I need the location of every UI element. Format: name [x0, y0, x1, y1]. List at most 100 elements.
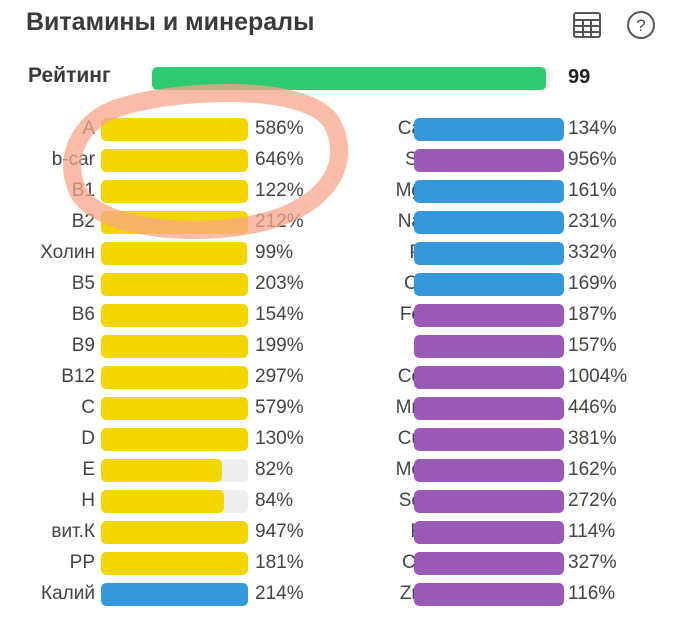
vitamin-bar — [101, 583, 248, 606]
vitamin-row-b1: B1 122% — [0, 177, 320, 208]
mineral-bar-fill — [414, 211, 564, 234]
rating-value: 99 — [568, 66, 591, 88]
vitamin-value: 646% — [255, 149, 304, 170]
vitamin-label: A — [82, 118, 95, 139]
mineral-value: 332% — [568, 242, 617, 263]
mineral-bar-fill — [414, 242, 564, 265]
mineral-value: 187% — [568, 304, 617, 325]
vitamin-row-b-car: b-car 646% — [0, 146, 320, 177]
mineral-bar-fill — [414, 118, 564, 141]
vitamin-row-pp: PP 181% — [0, 549, 320, 580]
vitamin-label: E — [82, 459, 95, 480]
vitamin-value: 122% — [255, 180, 304, 201]
vitamin-bar-fill — [101, 552, 248, 575]
mineral-value: 272% — [568, 490, 617, 511]
mineral-value: 134% — [568, 118, 617, 139]
mineral-row-f: F114% — [332, 518, 652, 549]
mineral-bar — [414, 397, 564, 420]
vitamin-value: 212% — [255, 211, 304, 232]
vitamin-value: 84% — [255, 490, 294, 511]
mineral-bar-fill — [414, 459, 564, 482]
vitamin-row-a: A 586% — [0, 115, 320, 146]
vitamin-bar-fill — [101, 118, 248, 141]
svg-text:?: ? — [636, 16, 645, 35]
mineral-bar-fill — [414, 335, 564, 358]
mineral-value: 161% — [568, 180, 617, 201]
vitamin-value: 99% — [255, 242, 294, 263]
mineral-value: 1004% — [568, 366, 628, 387]
mineral-row-zn: Zn 116% — [332, 580, 652, 611]
vitamin-bar-fill — [101, 459, 222, 482]
vitamin-value: 214% — [255, 583, 304, 604]
vitamin-value: 203% — [255, 273, 304, 294]
mineral-row-p: P332% — [332, 239, 652, 270]
vitamin-bar — [101, 273, 248, 296]
vitamin-value: 82% — [255, 459, 294, 480]
table-icon[interactable] — [572, 10, 602, 40]
vitamin-label: Калий — [41, 583, 95, 604]
vitamin-value: 586% — [255, 118, 304, 139]
vitamin-value: 297% — [255, 366, 304, 387]
mineral-bar — [414, 335, 564, 358]
rating-label: Рейтинг — [28, 64, 111, 87]
vitamin-label: B6 — [71, 304, 95, 325]
mineral-row-cr: Cr 327% — [332, 549, 652, 580]
vitamin-bar — [101, 397, 248, 420]
mineral-row-si: Si956% — [332, 146, 652, 177]
mineral-value: 157% — [568, 335, 617, 356]
vitamin-value: 947% — [255, 521, 304, 542]
vitamin-bar — [101, 552, 248, 575]
vitamin-label: B12 — [61, 366, 95, 387]
mineral-bar — [414, 273, 564, 296]
mineral-row-se: Se 272% — [332, 487, 652, 518]
mineral-bar-fill — [414, 149, 564, 172]
vitamin-label: Холин — [40, 242, 95, 263]
mineral-row-na: Na 231% — [332, 208, 652, 239]
mineral-value: 231% — [568, 211, 617, 232]
vitamin-bar-fill — [101, 149, 248, 172]
minerals-list: Ca134%Si956%Mg161%Na231%P332%Cl169%Fe187… — [332, 115, 652, 611]
vitamin-value: 130% — [255, 428, 304, 449]
vitamin-label: B1 — [71, 180, 95, 201]
vitamin-bar — [101, 211, 248, 234]
vitamin-bar — [101, 180, 248, 203]
vitamin-bar-fill — [101, 428, 248, 451]
mineral-bar-fill — [414, 521, 564, 544]
vitamin-bar — [101, 490, 248, 513]
rating-bar — [152, 67, 550, 90]
vitamin-row-b6: B6 154% — [0, 301, 320, 332]
vitamin-value: 199% — [255, 335, 304, 356]
mineral-bar — [414, 521, 564, 544]
mineral-bar — [414, 211, 564, 234]
vitamin-bar — [101, 459, 248, 482]
vitamin-bar-fill — [101, 304, 248, 327]
mineral-bar — [414, 583, 564, 606]
mineral-bar-fill — [414, 428, 564, 451]
mineral-row-co: Co 1004% — [332, 363, 652, 394]
vitamin-bar-fill — [101, 180, 248, 203]
mineral-bar-fill — [414, 180, 564, 203]
vitamin-bar — [101, 242, 248, 265]
mineral-bar-fill — [414, 583, 564, 606]
vitamin-label: H — [81, 490, 95, 511]
vitamin-row-h: H 84% — [0, 487, 320, 518]
mineral-bar-fill — [414, 397, 564, 420]
vitamin-label: b-car — [51, 149, 95, 170]
vitamin-label: B5 — [71, 273, 95, 294]
vitamin-bar — [101, 118, 248, 141]
vitamin-row-b5: B5 203% — [0, 270, 320, 301]
vitamins-list: A 586% b-car 646% B1 122% B2 212% Холин 99% B5 203%… — [0, 115, 320, 611]
vitamin-label: C — [81, 397, 95, 418]
mineral-row-mn: Mn 446% — [332, 394, 652, 425]
vitamin-bar — [101, 304, 248, 327]
vitamin-value: 181% — [255, 552, 304, 573]
help-circle-icon[interactable]: ? — [626, 10, 656, 40]
vitamin-label: вит.К — [51, 521, 95, 542]
mineral-bar — [414, 552, 564, 575]
mineral-row-mg: Mg 161% — [332, 177, 652, 208]
vitamin-row-вит-к: вит.К 947% — [0, 518, 320, 549]
vitamin-row-холин: Холин 99% — [0, 239, 320, 270]
vitamin-row-калий: Калий 214% — [0, 580, 320, 611]
mineral-row-fe: Fe 187% — [332, 301, 652, 332]
mineral-value: 446% — [568, 397, 617, 418]
